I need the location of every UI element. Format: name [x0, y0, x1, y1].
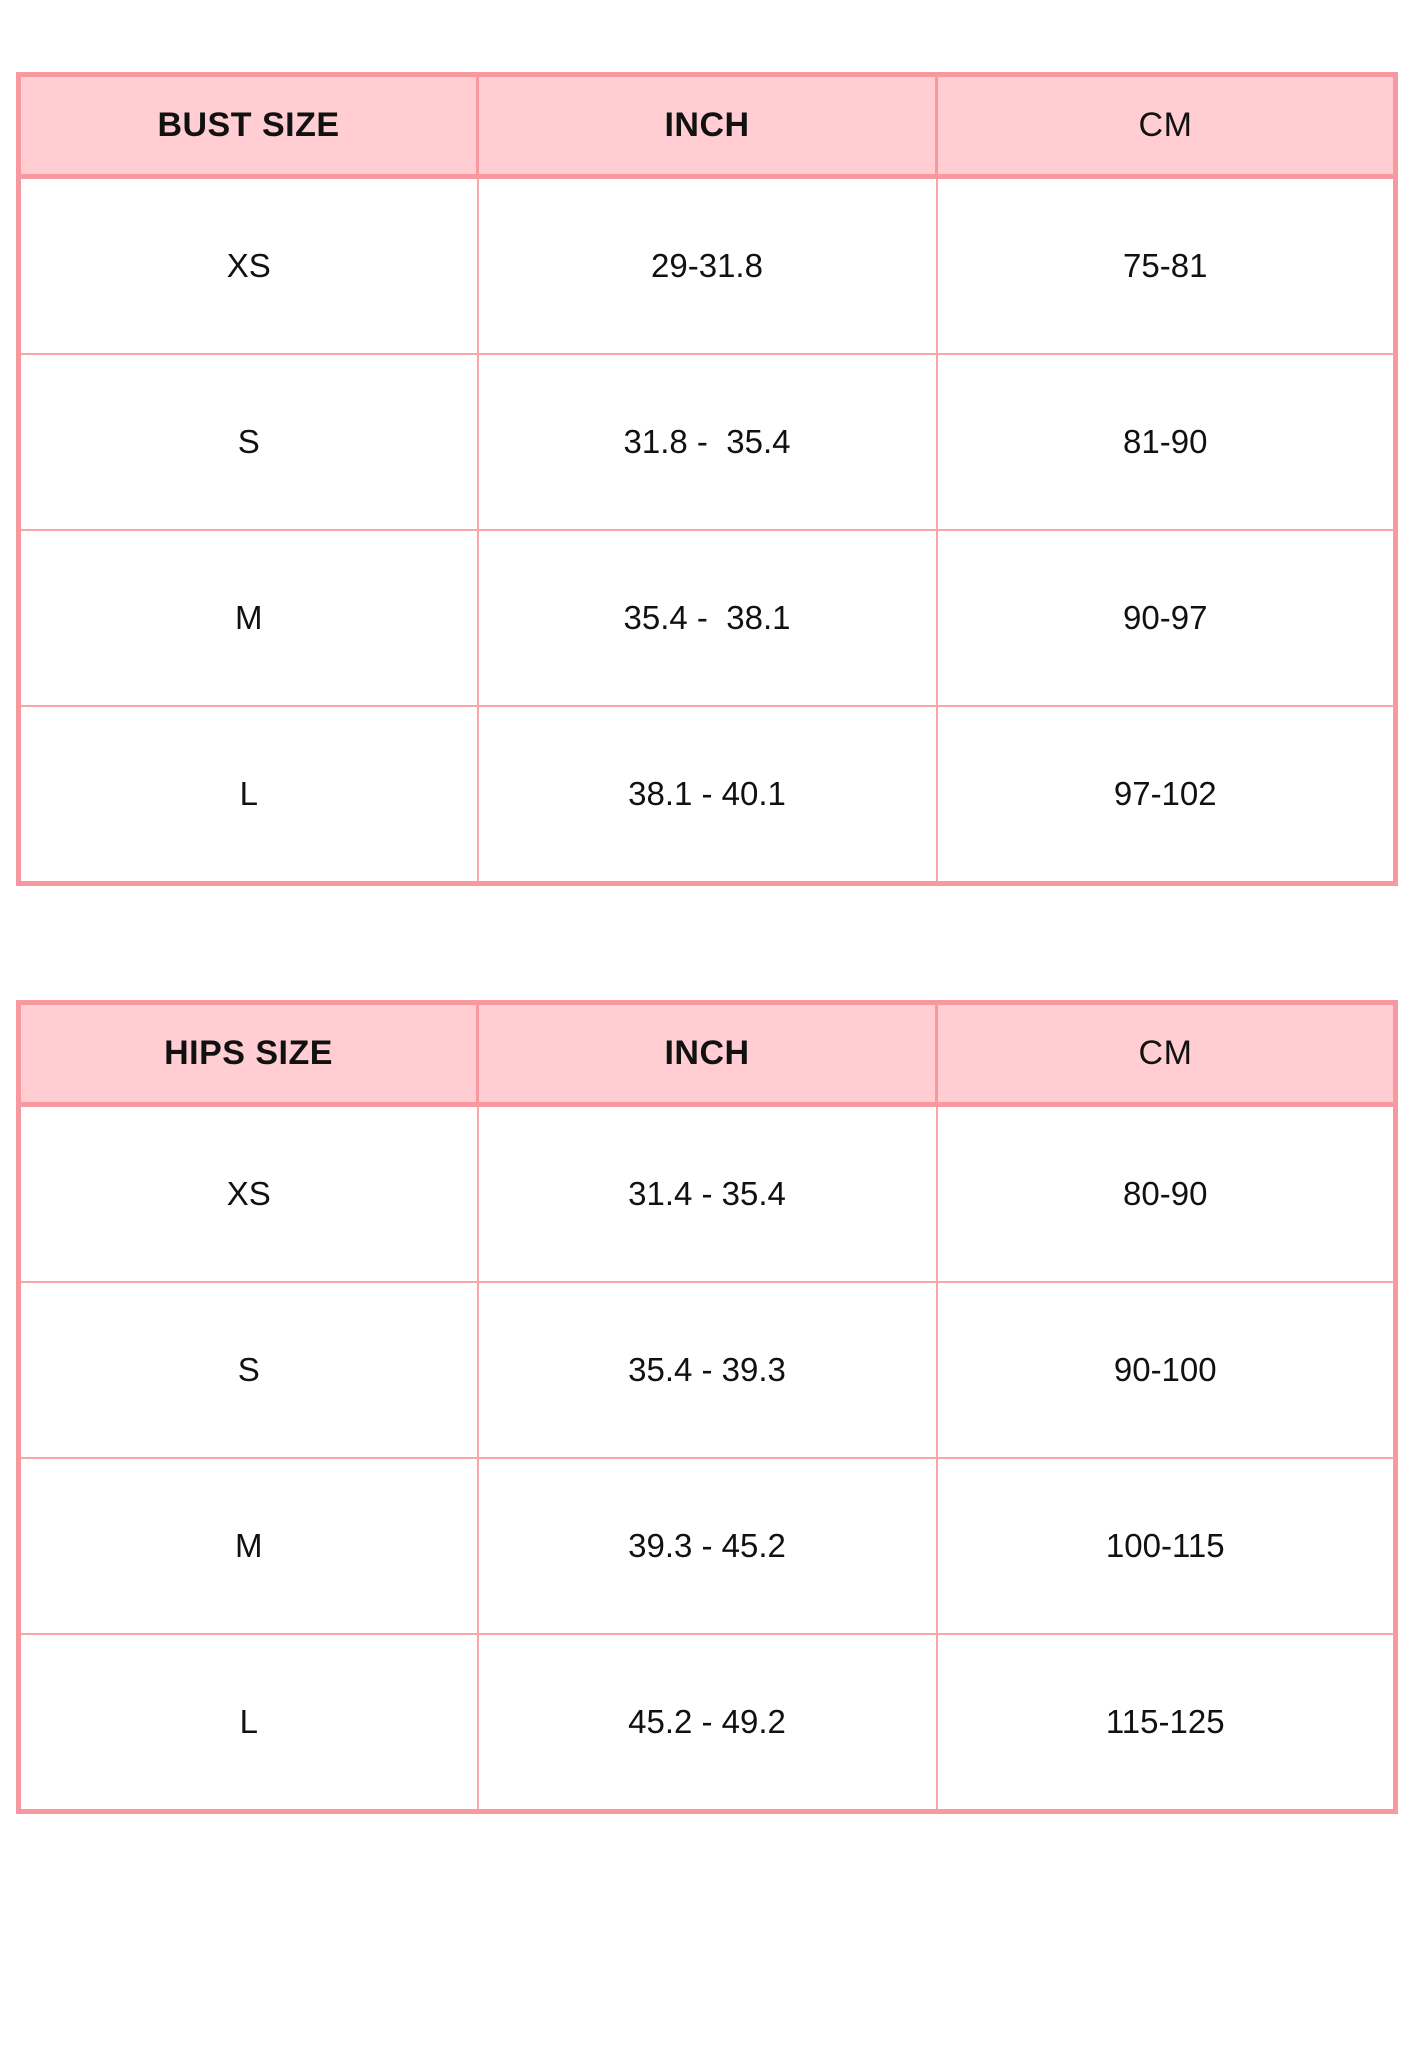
size-cell: L: [17, 1633, 479, 1813]
bust-header-row: BUST SIZE INCH CM: [17, 73, 1397, 179]
cm-cell: 81-90: [935, 353, 1397, 531]
size-cell: S: [17, 353, 479, 531]
cm-cell: 100-115: [935, 1457, 1397, 1635]
inch-cell: 29-31.8: [476, 175, 938, 355]
column-header-inch: INCH: [476, 73, 938, 179]
cm-cell: 115-125: [935, 1633, 1397, 1813]
bust-size-table: BUST SIZE INCH CM XS 29-31.8 75-81 S 31.…: [16, 72, 1398, 886]
size-cell: XS: [17, 175, 479, 355]
cm-cell: 75-81: [935, 175, 1397, 355]
cm-cell: 90-97: [935, 529, 1397, 707]
table-row: L 45.2 - 49.2 115-125: [17, 1633, 1397, 1813]
size-cell: M: [17, 529, 479, 707]
table-row: L 38.1 - 40.1 97-102: [17, 705, 1397, 885]
table-row: S 35.4 - 39.3 90-100: [17, 1281, 1397, 1459]
column-header-hips-size: HIPS SIZE: [17, 1001, 479, 1107]
column-header-bust-size: BUST SIZE: [17, 73, 479, 179]
size-cell: M: [17, 1457, 479, 1635]
table-row: XS 31.4 - 35.4 80-90: [17, 1103, 1397, 1283]
cm-cell: 90-100: [935, 1281, 1397, 1459]
table-row: S 31.8 - 35.4 81-90: [17, 353, 1397, 531]
size-cell: L: [17, 705, 479, 885]
inch-cell: 31.8 - 35.4: [476, 353, 938, 531]
column-header-inch: INCH: [476, 1001, 938, 1107]
inch-cell: 45.2 - 49.2: [476, 1633, 938, 1813]
column-header-cm: CM: [935, 73, 1397, 179]
inch-cell: 39.3 - 45.2: [476, 1457, 938, 1635]
table-row: XS 29-31.8 75-81: [17, 175, 1397, 355]
cm-cell: 80-90: [935, 1103, 1397, 1283]
table-row: M 35.4 - 38.1 90-97: [17, 529, 1397, 707]
inch-cell: 35.4 - 38.1: [476, 529, 938, 707]
table-row: M 39.3 - 45.2 100-115: [17, 1457, 1397, 1635]
hips-size-table: HIPS SIZE INCH CM XS 31.4 - 35.4 80-90 S…: [16, 1000, 1398, 1814]
inch-cell: 35.4 - 39.3: [476, 1281, 938, 1459]
size-cell: S: [17, 1281, 479, 1459]
inch-cell: 38.1 - 40.1: [476, 705, 938, 885]
size-cell: XS: [17, 1103, 479, 1283]
column-header-cm: CM: [935, 1001, 1397, 1107]
inch-cell: 31.4 - 35.4: [476, 1103, 938, 1283]
hips-header-row: HIPS SIZE INCH CM: [17, 1001, 1397, 1107]
cm-cell: 97-102: [935, 705, 1397, 885]
